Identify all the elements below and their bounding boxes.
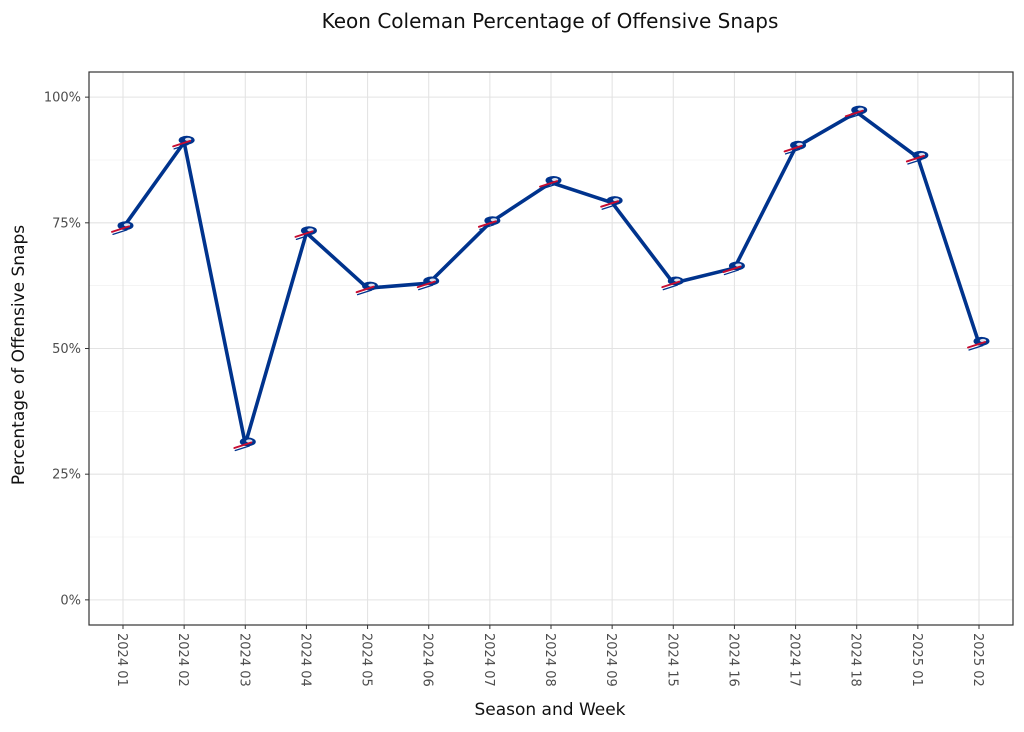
x-tick-label: 2024 04 [297, 633, 312, 687]
logo-streak [967, 341, 986, 349]
logo-streak [661, 280, 681, 289]
logo-streak [356, 289, 373, 296]
logo-streak [968, 344, 984, 351]
bills-logo-icon [294, 226, 317, 241]
bills-logo-icon [661, 276, 684, 291]
bills-logo-icon [783, 140, 807, 155]
logo-streak [846, 113, 862, 120]
bills-logo-icon [477, 216, 501, 230]
logo-streak [479, 224, 495, 230]
logo-streak [662, 284, 678, 291]
logo-streak [111, 225, 130, 233]
logo-streak [418, 284, 434, 291]
bills-logo-icon [967, 336, 990, 351]
logo-streak [173, 143, 189, 150]
x-tick-label: 2024 07 [481, 633, 496, 687]
logo-streak [477, 220, 497, 228]
logo-streak [783, 144, 803, 153]
x-tick-label: 2024 16 [725, 633, 740, 687]
grid-major [89, 72, 1013, 625]
x-tick-label: 2024 03 [236, 633, 251, 687]
x-tick-label: 2024 17 [787, 633, 802, 687]
x-tick-label: 2025 01 [909, 633, 924, 687]
bills-logo-icon [600, 196, 623, 210]
logo-streak [784, 148, 801, 155]
y-tick-label: 50% [52, 342, 81, 357]
x-tick-label: 2024 09 [603, 633, 618, 687]
bills-logo-icon [539, 176, 562, 190]
logo-streak [233, 441, 253, 449]
bills-logo-icon [416, 276, 440, 291]
x-tick-label: 2024 01 [114, 633, 129, 687]
bills-logo-icon [111, 221, 134, 235]
logo-streak [905, 155, 925, 163]
logo-streak [539, 180, 558, 188]
chart-title: Keon Coleman Percentage of Offensive Sna… [322, 9, 779, 33]
logo-streak [172, 139, 192, 148]
x-tick-label: 2025 02 [970, 633, 985, 687]
bills-logo-icon [905, 150, 929, 165]
x-tick-label: 2024 18 [848, 633, 863, 687]
x-axis: 2024 01 2024 02 2024 03 2024 04 2024 05 2024 … [114, 625, 985, 687]
bills-logo-icon [233, 437, 256, 452]
logo-streak [355, 285, 375, 294]
logo-streak [112, 229, 128, 235]
logo-streak [844, 109, 864, 118]
logo-streak [722, 265, 742, 274]
bills-logo-icon [844, 105, 868, 120]
logo-streak [294, 230, 314, 238]
x-tick-label: 2024 02 [175, 633, 190, 687]
y-tick-label: 25% [52, 468, 81, 483]
x-tick-label: 2024 06 [420, 633, 435, 687]
bills-logo-icon [722, 261, 745, 276]
logo-streak [723, 269, 740, 276]
x-tick-label: 2024 05 [359, 633, 374, 687]
logo-streak [600, 200, 620, 208]
logo-streak [540, 183, 556, 190]
x-tick-label: 2024 08 [542, 633, 557, 687]
bills-logo-icon [355, 281, 379, 296]
logo-streak [601, 204, 617, 210]
y-tick-label: 0% [60, 593, 81, 608]
markers-group [111, 105, 990, 452]
x-axis-title: Season and Week [474, 700, 625, 720]
plot-area [88, 71, 1014, 626]
logo-streak [416, 280, 436, 289]
y-axis-title: Percentage of Offensive Snaps [9, 225, 29, 485]
x-tick-label: 2024 15 [664, 633, 679, 687]
y-tick-label: 75% [52, 216, 81, 231]
bills-logo-icon [172, 135, 195, 150]
y-tick-label: 100% [44, 91, 81, 106]
y-axis: 0% 25% 50% 75% 100% [44, 91, 89, 608]
logo-streak [907, 158, 923, 165]
logo-streak [295, 234, 312, 241]
logo-streak [234, 445, 250, 452]
